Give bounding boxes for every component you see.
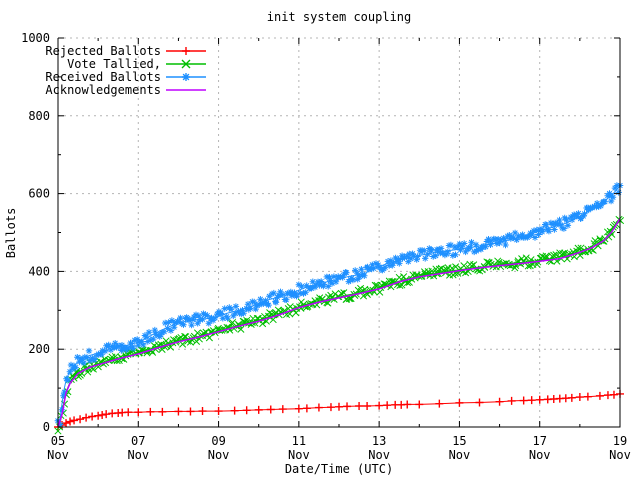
legend-label-vote-tallied: Vote Tallied, — [67, 57, 161, 71]
legend-marker-received-ballots — [182, 73, 190, 81]
x-tick-label: 17 — [532, 434, 546, 448]
legend-marker-rejected-ballots — [182, 47, 190, 55]
series-markers-received-ballots — [54, 182, 624, 428]
x-tick-label: Nov — [609, 448, 631, 462]
series-line-received-ballots — [57, 185, 621, 426]
x-tick-label: Nov — [208, 448, 230, 462]
y-tick-label: 800 — [28, 109, 50, 123]
x-tick-label: 15 — [452, 434, 466, 448]
legend-label-acknowledgements: Acknowledgements — [45, 83, 161, 97]
y-tick-label: 600 — [28, 187, 50, 201]
series-line-vote-tallied — [57, 217, 621, 427]
x-tick-label: 19 — [613, 434, 627, 448]
x-tick-label: 09 — [211, 434, 225, 448]
x-tick-label: 13 — [372, 434, 386, 448]
y-axis-label: Ballots — [4, 208, 18, 259]
y-tick-label: 0 — [43, 420, 50, 434]
y-tick-label: 400 — [28, 264, 50, 278]
x-tick-label: 11 — [292, 434, 306, 448]
y-tick-label: 200 — [28, 342, 50, 356]
x-tick-label: Nov — [288, 448, 310, 462]
x-tick-label: Nov — [47, 448, 69, 462]
chart-title: init system coupling — [267, 10, 412, 24]
x-tick-label: Nov — [529, 448, 551, 462]
series-markers-vote-tallied — [54, 215, 625, 435]
plot-area: 05Nov07Nov09Nov11Nov13Nov15Nov17Nov19Nov… — [21, 31, 631, 462]
x-tick-label: Nov — [368, 448, 390, 462]
series-line-acknowledgements — [57, 218, 621, 428]
x-tick-label: Nov — [449, 448, 471, 462]
x-tick-label: Nov — [127, 448, 149, 462]
x-axis-label: Date/Time (UTC) — [285, 462, 393, 476]
legend-label-received-ballots: Received Ballots — [45, 70, 161, 84]
legend-label-rejected-ballots: Rejected Ballots — [45, 44, 161, 58]
legend-marker-vote-tallied — [181, 59, 191, 69]
x-tick-label: 07 — [131, 434, 145, 448]
y-tick-label: 1000 — [21, 31, 50, 45]
x-tick-label: 05 — [51, 434, 65, 448]
